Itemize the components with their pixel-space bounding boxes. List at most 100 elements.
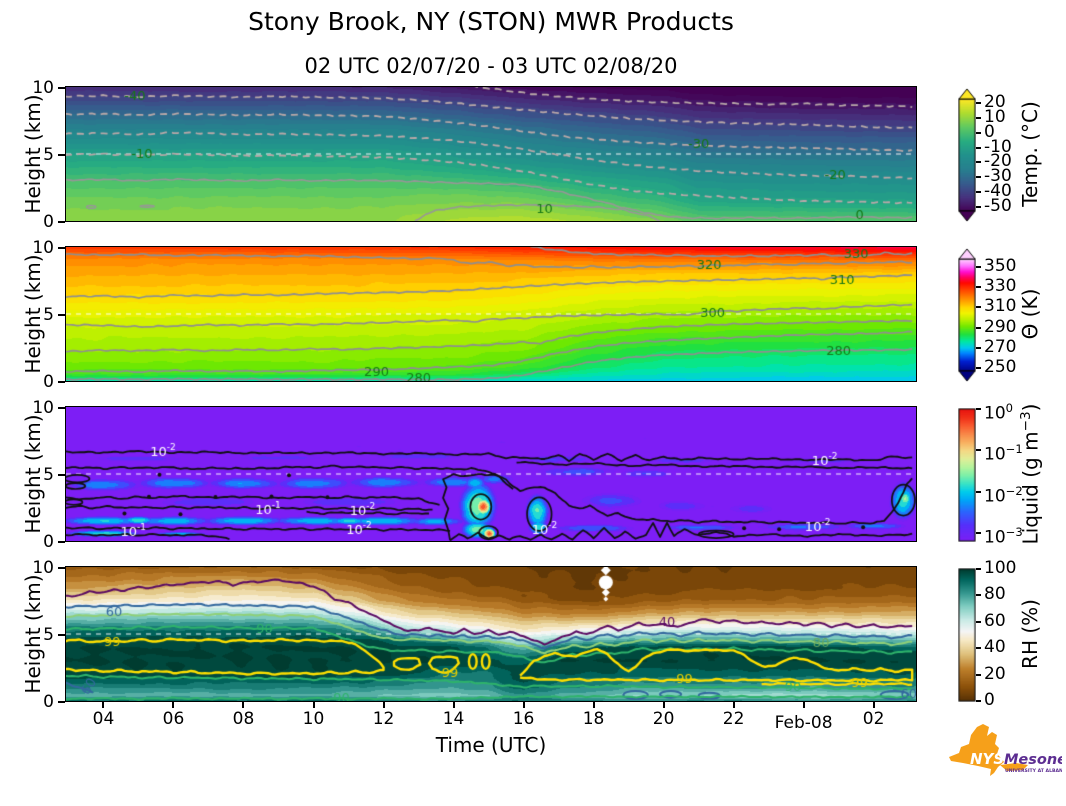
colorbar-tick-label: 100 xyxy=(984,401,1013,424)
x-tick xyxy=(242,702,245,708)
colorbar-tick-label: 0 xyxy=(984,121,995,142)
liquid-heatmap xyxy=(66,407,916,541)
x-tick-label: Feb-08 xyxy=(774,713,833,733)
colorbar-tick-label: 350 xyxy=(984,255,1017,276)
colorbar-tick-label: -50 xyxy=(984,196,1012,217)
x-tick xyxy=(662,702,665,708)
colorbar-tick xyxy=(976,594,981,597)
colorbar-tick xyxy=(976,161,981,164)
y-tick xyxy=(58,541,65,543)
colorbar-tick-label: 100 xyxy=(984,558,1017,578)
colorbar-tick xyxy=(976,131,981,134)
y-tick xyxy=(58,634,65,636)
y-tick xyxy=(58,221,65,223)
colorbar-tick xyxy=(976,647,981,650)
logo-nys: NYS xyxy=(970,750,1004,768)
colorbar-tick-label: 80 xyxy=(984,584,1006,605)
y-tick-label: 0 xyxy=(43,692,54,712)
colorbar-tick xyxy=(976,531,981,534)
y-tick-label: 0 xyxy=(43,372,54,392)
y-tick xyxy=(58,381,65,383)
figure-subtitle: 02 UTC 02/07/20 - 03 UTC 02/08/20 xyxy=(304,54,678,78)
colorbar-tick xyxy=(976,265,981,268)
colorbar-tick xyxy=(976,116,981,119)
colorbar-tick xyxy=(976,367,981,370)
x-tick-label: 04 xyxy=(92,709,115,729)
colorbar-tick-label: -30 xyxy=(984,166,1012,187)
y-tick-label: 10 xyxy=(32,398,54,418)
page-title: Stony Brook, NY (STON) MWR Products xyxy=(248,7,734,36)
colorbar-tick xyxy=(976,408,981,410)
colorbar-tick-label: 250 xyxy=(984,357,1017,378)
x-tick-label: 02 xyxy=(862,709,885,729)
x-tick-label: 22 xyxy=(722,709,745,729)
colorbar-tick xyxy=(976,146,981,149)
panel-temperature xyxy=(65,86,917,222)
x-tick xyxy=(522,702,525,708)
y-tick-label: 10 xyxy=(32,238,54,258)
y-tick-label: 10 xyxy=(32,558,54,578)
colorbar-tick-label: 270 xyxy=(984,337,1017,358)
colorbar-tick-label: 0 xyxy=(984,690,995,710)
colorbar-tick-label: 20 xyxy=(984,663,1006,684)
y-tick xyxy=(58,474,65,476)
colorbar-tick xyxy=(976,490,981,493)
colorbar-tick xyxy=(976,568,981,570)
x-tick xyxy=(732,702,735,708)
y-tick xyxy=(58,247,65,249)
colorbar-tick-label: 10 xyxy=(984,106,1006,127)
x-tick-label: 08 xyxy=(232,709,255,729)
colorbar-tick xyxy=(976,620,981,623)
colorbar-tick-label: 10−1 xyxy=(984,442,1023,465)
colorbar-tick xyxy=(976,673,981,676)
colorbar-axis-label: RH (%) xyxy=(1018,599,1042,669)
x-tick-label: 06 xyxy=(162,709,185,729)
y-tick xyxy=(58,314,65,316)
x-tick-label: 20 xyxy=(652,709,675,729)
y-tick xyxy=(58,407,65,409)
colorbar-tick xyxy=(976,326,981,329)
colorbar-tick xyxy=(976,176,981,179)
colorbar-tick xyxy=(976,306,981,309)
colorbar-tick xyxy=(976,286,981,288)
y-tick xyxy=(58,701,65,703)
colorbar-tick xyxy=(976,206,981,209)
colorbar-tick-label: 40 xyxy=(984,637,1006,658)
colorbar-tick-label: 330 xyxy=(984,276,1017,296)
panel-theta xyxy=(65,246,917,382)
colorbar-tick xyxy=(976,101,981,104)
colorbar-temperature xyxy=(958,88,976,222)
colorbar-tick-label: 290 xyxy=(984,316,1017,337)
x-axis-label: Time (UTC) xyxy=(435,733,547,757)
colorbar-rh xyxy=(958,568,976,702)
colorbar-tick-label: 10−2 xyxy=(984,483,1023,507)
y-tick-label: 5 xyxy=(43,465,54,485)
y-tick xyxy=(58,567,65,569)
nys-mesonet-logo: NYS Mesonet UNIVERSITY AT ALBANY xyxy=(949,724,1062,776)
y-tick-label: 0 xyxy=(43,532,54,552)
colorbar-tick-label: 20 xyxy=(984,91,1006,112)
panel-rh xyxy=(65,566,917,702)
x-tick xyxy=(872,702,875,708)
colorbar-tick xyxy=(976,191,981,194)
panel-liquid xyxy=(65,406,917,542)
x-tick-label: 18 xyxy=(582,709,605,729)
x-tick xyxy=(452,702,455,708)
logo-mesonet: Mesonet xyxy=(1004,752,1062,768)
colorbar-tick xyxy=(976,449,981,452)
temperature-heatmap xyxy=(66,87,916,221)
colorbar-tick xyxy=(976,347,981,350)
logo-tagline: UNIVERSITY AT ALBANY xyxy=(1005,768,1062,774)
y-tick-label: 0 xyxy=(43,212,54,232)
y-tick-label: 5 xyxy=(43,305,54,325)
colorbar-tick-label: -20 xyxy=(984,151,1012,172)
x-tick xyxy=(102,702,105,708)
x-tick xyxy=(592,702,595,708)
y-tick-label: 5 xyxy=(43,145,54,165)
x-tick xyxy=(312,702,315,708)
y-tick xyxy=(58,87,65,89)
colorbar-tick-label: 310 xyxy=(984,296,1017,317)
colorbar-tick-label: 10−3 xyxy=(984,524,1023,548)
x-tick xyxy=(802,702,805,708)
